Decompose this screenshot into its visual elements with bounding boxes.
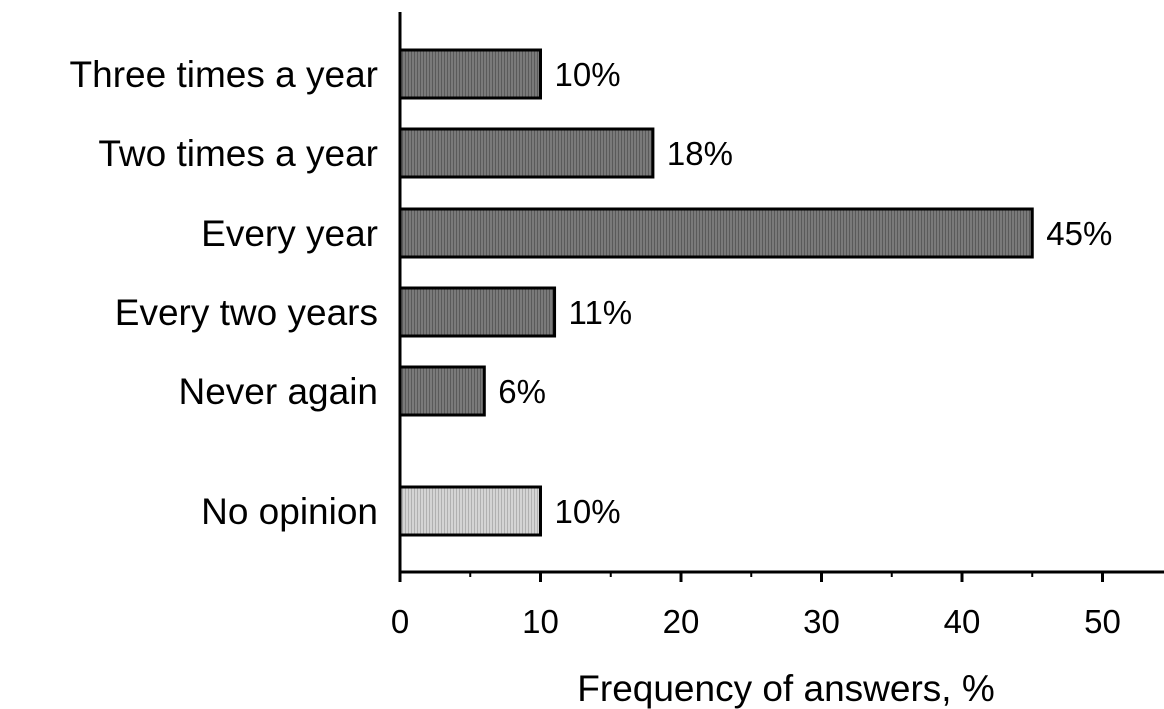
bar-value-label: 6% — [498, 373, 546, 410]
category-label: No opinion — [201, 491, 378, 532]
bar-every-two-years — [398, 286, 557, 338]
category-label: Two times a year — [98, 133, 378, 174]
bar-no-opinion — [398, 485, 542, 537]
category-label: Never again — [178, 371, 378, 412]
bar-every-year — [398, 207, 1034, 259]
category-label: Every two years — [115, 292, 378, 333]
x-tick-label: 50 — [1084, 603, 1121, 640]
bar-value-label: 11% — [569, 294, 633, 331]
category-label: Every year — [201, 213, 378, 254]
x-tick-label: 40 — [944, 603, 981, 640]
bar-value-label: 18% — [667, 135, 733, 172]
bar-two-times-a-year — [398, 127, 655, 179]
x-tick-label: 10 — [522, 603, 559, 640]
bars-group: Three times a year 10% Two times a year 18%… — [70, 48, 1112, 537]
x-tick-label: 30 — [803, 603, 840, 640]
x-tick-label: 20 — [663, 603, 700, 640]
bar-value-label: 10% — [555, 493, 621, 530]
x-ticks-group: 0 10 20 30 40 50 — [391, 572, 1121, 640]
x-tick-label: 0 — [391, 603, 409, 640]
bar-three-times-a-year — [398, 48, 542, 100]
bar-never-again — [398, 365, 486, 417]
x-axis-title: Frequency of answers, % — [577, 668, 994, 709]
axes-group — [398, 12, 1164, 574]
bar-value-label: 45% — [1046, 215, 1112, 252]
bar-value-label: 10% — [555, 56, 621, 93]
category-label: Three times a year — [70, 54, 378, 95]
